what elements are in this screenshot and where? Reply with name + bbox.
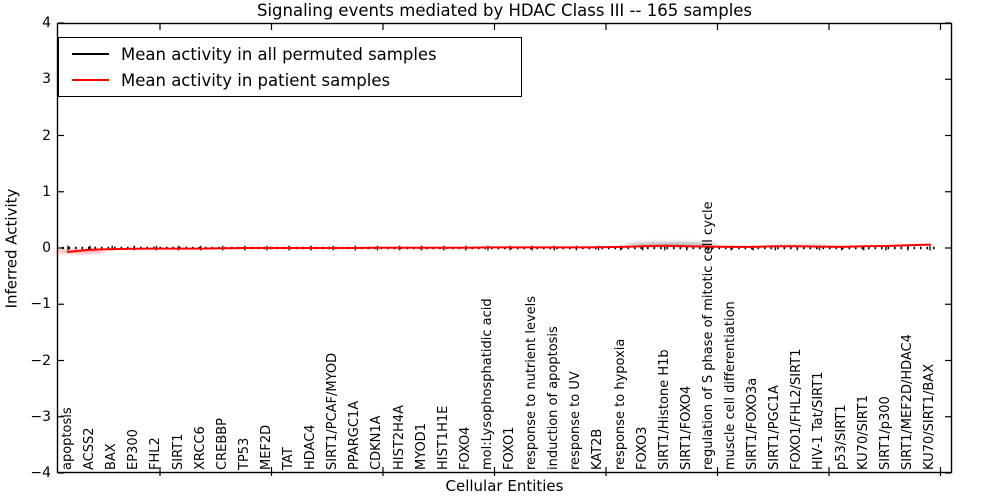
x-tick-label: response to UV bbox=[568, 371, 584, 470]
x-tick-label: FOXO4 bbox=[457, 426, 473, 470]
legend-line-black bbox=[72, 53, 109, 55]
x-tick-label: FOXO3 bbox=[634, 426, 650, 470]
chart-title: Signaling events mediated by HDAC Class … bbox=[256, 1, 753, 20]
x-tick-label: HIST2H4A bbox=[391, 404, 407, 470]
x-tick-label: TP53 bbox=[236, 437, 252, 470]
x-tick-label: muscle cell differentiation bbox=[723, 301, 739, 470]
x-tick-label: SIRT1/FOXO4 bbox=[678, 385, 694, 470]
x-tick-label: ACSS2 bbox=[82, 427, 98, 470]
x-tick-label: HIV-1 Tat/SIRT1 bbox=[811, 371, 827, 470]
legend-label: Mean activity in patient samples bbox=[121, 70, 391, 90]
x-tick-label: FHL2 bbox=[148, 437, 164, 470]
x-tick-label: FOXO1/FHL2/SIRT1 bbox=[789, 348, 805, 470]
x-tick-label: KU70/SIRT1 bbox=[855, 395, 871, 470]
x-tick-label: SIRT1/FOXO3a bbox=[745, 377, 761, 470]
legend-entry-patient: Mean activity in patient samples bbox=[59, 67, 390, 93]
y-tick-label: 1 bbox=[42, 183, 51, 200]
x-tick-label: KAT2B bbox=[590, 428, 606, 470]
y-tick-label: 3 bbox=[42, 71, 51, 88]
legend-label: Mean activity in all permuted samples bbox=[121, 44, 437, 64]
y-tick-label: −3 bbox=[30, 408, 51, 425]
x-tick-label: EP300 bbox=[126, 429, 142, 470]
patient-mean-line bbox=[67, 243, 931, 253]
x-tick-label: regulation of S phase of mitotic cell cy… bbox=[700, 201, 716, 470]
x-tick-label: SIRT1/MEF2D/HDAC4 bbox=[899, 334, 915, 470]
x-tick-label: KU70/SIRT1/BAX bbox=[922, 363, 937, 470]
x-tick-label: SIRT1/p300 bbox=[877, 396, 893, 470]
x-tick-label: SIRT1/PCAF/MYOD bbox=[325, 352, 341, 470]
x-tick-label: p53/SIRT1 bbox=[833, 404, 849, 470]
x-tick-label: CDKN1A bbox=[369, 415, 385, 470]
x-tick-label: SIRT1/PGC1A bbox=[767, 385, 783, 470]
y-tick-label: 2 bbox=[42, 127, 51, 144]
x-tick-label: HDAC4 bbox=[303, 424, 319, 470]
x-tick-label: SIRT1 bbox=[170, 433, 186, 470]
x-tick-label: MEF2D bbox=[258, 424, 274, 470]
x-axis-label: Cellular Entities bbox=[445, 477, 564, 495]
x-tick-label: TAT bbox=[281, 447, 297, 470]
y-tick-label: 0 bbox=[42, 240, 51, 256]
x-tick-label: mol:Lysophosphatidic acid bbox=[479, 298, 495, 470]
x-tick-label: CREBBP bbox=[214, 418, 230, 470]
legend-line-red bbox=[72, 79, 109, 81]
legend-box: Mean activity in all permuted samples Me… bbox=[58, 37, 522, 97]
x-tick-label: response to nutrient levels bbox=[524, 295, 540, 470]
axes-frame bbox=[56, 22, 953, 474]
x-tick-label: SIRT1/Histone H1b bbox=[656, 349, 672, 470]
x-tick-label: response to hypoxia bbox=[612, 338, 628, 470]
x-tick-label: HIST1H1E bbox=[435, 405, 451, 470]
y-tick-label: −1 bbox=[30, 296, 51, 313]
legend-entry-permuted: Mean activity in all permuted samples bbox=[59, 41, 437, 67]
y-tick-label: −4 bbox=[30, 465, 51, 481]
x-tick-label: apoptosis bbox=[60, 407, 75, 470]
x-tick-label: MYOD1 bbox=[413, 423, 429, 470]
x-tick-label: FOXO1 bbox=[502, 426, 518, 470]
y-tick-label: −2 bbox=[30, 352, 51, 369]
x-tick-label: PPARGC1A bbox=[347, 400, 363, 470]
x-tick-label: induction of apoptosis bbox=[546, 326, 562, 470]
y-tick-label: 4 bbox=[42, 15, 51, 31]
x-tick-label: BAX bbox=[104, 443, 120, 470]
x-tick-label: XRCC6 bbox=[192, 426, 208, 470]
